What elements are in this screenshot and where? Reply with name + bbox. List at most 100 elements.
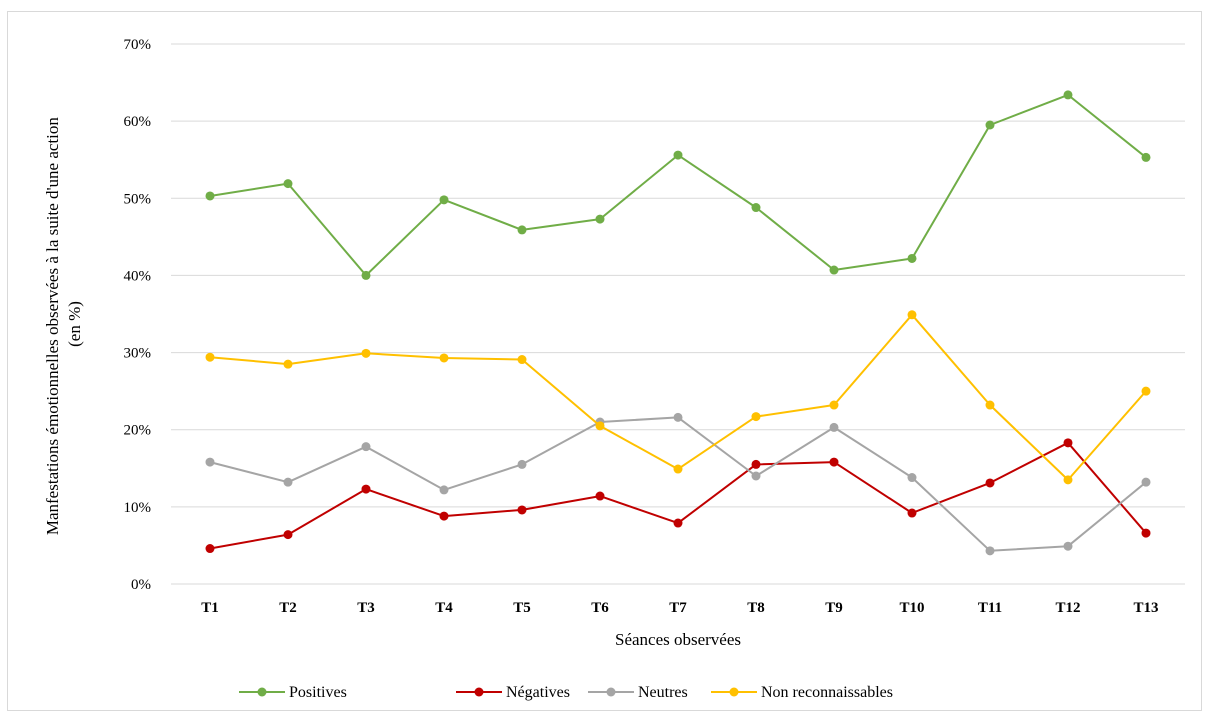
data-point xyxy=(907,508,917,518)
series-line xyxy=(209,93,1147,277)
data-point xyxy=(517,355,527,365)
line-chart: 0% 10% 20% 30% 40% 50% 60% 70% T1 T2 T3 T4 T5 T6 T7 T8… xyxy=(43,37,1185,701)
x-tick-label: T9 xyxy=(825,600,843,616)
data-point xyxy=(751,459,761,469)
data-point xyxy=(205,352,215,362)
data-point xyxy=(985,400,995,410)
data-point xyxy=(1141,386,1151,396)
data-point xyxy=(361,348,371,358)
series-non-reconnaissables xyxy=(205,310,1151,485)
data-point xyxy=(517,225,527,235)
data-point xyxy=(829,400,839,410)
series-positives xyxy=(205,90,1151,280)
legend-item: Neutres xyxy=(588,684,688,701)
data-point xyxy=(673,150,683,160)
data-point xyxy=(673,518,683,528)
y-axis-ticks: 0% 10% 20% 30% 40% 50% 60% 70% xyxy=(124,37,152,593)
x-axis-ticks: T1 T2 T3 T4 T5 T6 T7 T8 T9 T10 T11 T12 T13 xyxy=(201,600,1158,616)
legend-item: Négatives xyxy=(456,684,570,701)
data-point xyxy=(1141,528,1151,538)
data-point xyxy=(829,422,839,432)
data-point xyxy=(439,195,449,205)
data-point xyxy=(907,473,917,483)
y-tick-label: 50% xyxy=(124,191,152,207)
x-tick-label: T13 xyxy=(1133,600,1158,616)
data-point xyxy=(283,477,293,487)
x-tick-label: T10 xyxy=(899,600,924,616)
data-point xyxy=(361,270,371,280)
legend-marker xyxy=(729,687,739,697)
data-point xyxy=(1063,541,1073,551)
legend-marker xyxy=(257,687,267,697)
data-point xyxy=(439,353,449,363)
x-axis-title: Séances observées xyxy=(615,630,741,649)
data-point xyxy=(595,491,605,501)
x-tick-label: T8 xyxy=(747,600,765,616)
data-point xyxy=(205,457,215,467)
data-point xyxy=(205,191,215,201)
legend-label: Non reconnaissables xyxy=(761,684,893,701)
legend-label: Neutres xyxy=(638,684,688,701)
y-tick-label: 40% xyxy=(124,268,152,284)
x-tick-label: T5 xyxy=(513,600,531,616)
legend-item: Positives xyxy=(239,684,347,701)
y-tick-label: 30% xyxy=(124,346,152,362)
legend-marker xyxy=(606,687,616,697)
data-point xyxy=(1063,475,1073,485)
data-point xyxy=(751,203,761,213)
x-tick-label: T3 xyxy=(357,600,375,616)
y-tick-label: 60% xyxy=(124,114,152,130)
x-tick-label: T6 xyxy=(591,600,609,616)
data-point xyxy=(907,253,917,263)
y-tick-label: 70% xyxy=(124,37,152,53)
series-lines xyxy=(205,90,1151,556)
y-axis-title-line-2: (en %) xyxy=(65,301,84,347)
data-point xyxy=(517,505,527,515)
data-point xyxy=(751,471,761,481)
data-point xyxy=(205,544,215,554)
x-tick-label: T1 xyxy=(201,600,219,616)
series-n-gatives xyxy=(205,438,1151,554)
data-point xyxy=(1063,438,1073,448)
legend-label: Négatives xyxy=(506,684,570,701)
legend-label: Positives xyxy=(289,684,347,701)
y-tick-label: 0% xyxy=(131,577,151,593)
data-point xyxy=(751,412,761,422)
data-point xyxy=(985,478,995,488)
series-line xyxy=(209,313,1147,481)
gridlines xyxy=(171,43,1185,585)
series-line xyxy=(209,416,1147,552)
data-point xyxy=(673,412,683,422)
x-tick-label: T11 xyxy=(978,600,1002,616)
x-tick-label: T12 xyxy=(1055,600,1080,616)
data-point xyxy=(517,459,527,469)
legend-item: Non reconnaissables xyxy=(711,684,893,701)
series-line xyxy=(209,441,1147,550)
data-point xyxy=(283,359,293,369)
data-point xyxy=(439,511,449,521)
data-point xyxy=(907,310,917,320)
data-point xyxy=(283,530,293,540)
data-point xyxy=(1063,90,1073,100)
x-tick-label: T4 xyxy=(435,600,453,616)
x-tick-label: T7 xyxy=(669,600,687,616)
data-point xyxy=(985,120,995,130)
y-tick-label: 20% xyxy=(124,423,152,439)
data-point xyxy=(595,421,605,431)
data-point xyxy=(439,485,449,495)
data-point xyxy=(985,546,995,556)
x-tick-label: T2 xyxy=(279,600,297,616)
data-point xyxy=(829,457,839,467)
chart-frame: 0% 10% 20% 30% 40% 50% 60% 70% T1 T2 T3 T4 T5 T6 T7 T8… xyxy=(7,11,1202,711)
data-point xyxy=(283,179,293,189)
data-point xyxy=(361,442,371,452)
y-tick-label: 10% xyxy=(124,500,152,516)
legend: Positives Négatives Neutres Non reconnaissa… xyxy=(239,684,893,701)
series-neutres xyxy=(205,412,1151,556)
legend-marker xyxy=(474,687,484,697)
data-point xyxy=(1141,477,1151,487)
y-axis-title-line-1: Manfestations émotionnelles observées à … xyxy=(43,117,62,536)
data-point xyxy=(1141,152,1151,162)
data-point xyxy=(673,464,683,474)
y-axis-title: Manfestations émotionnelles observées à … xyxy=(43,113,84,535)
